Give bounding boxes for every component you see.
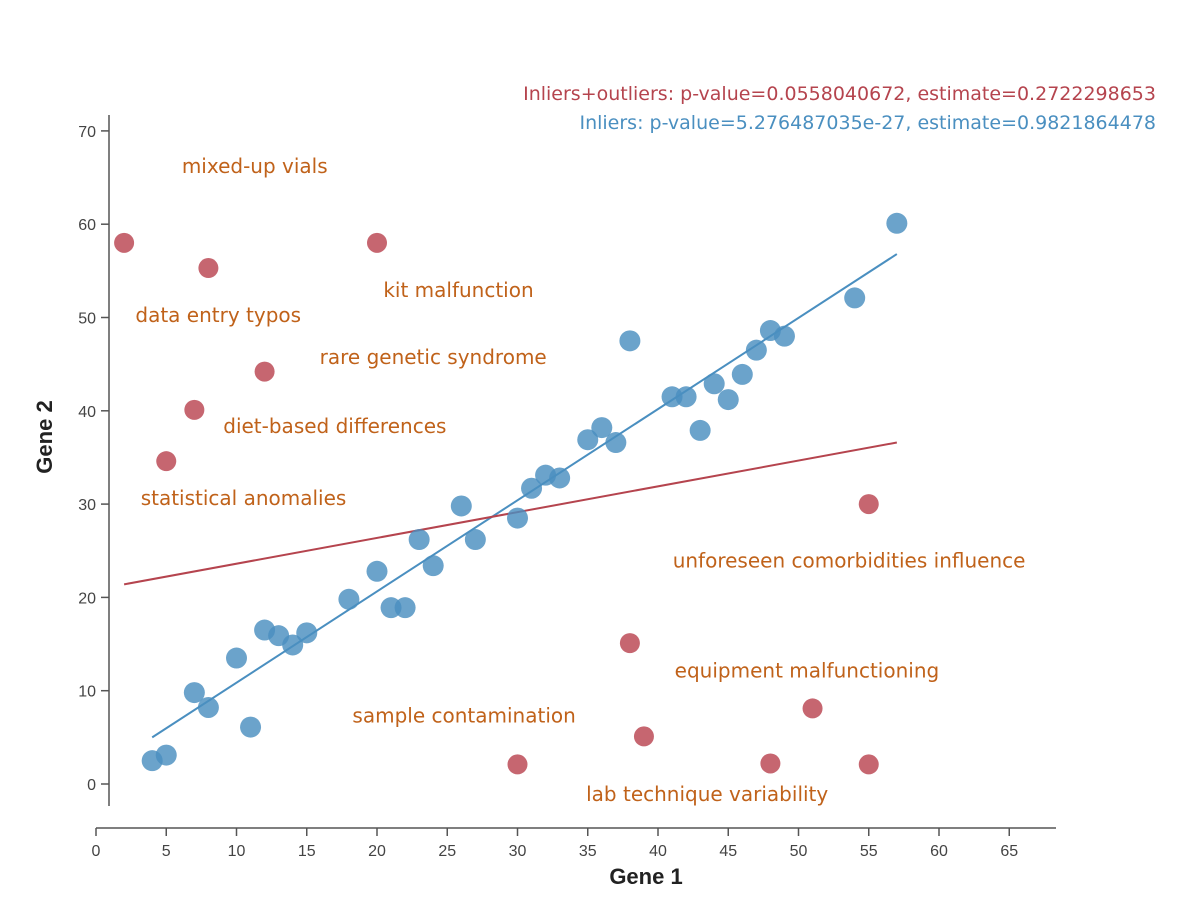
annotation-label: statistical anomalies (141, 486, 347, 510)
x-tick-label: 25 (438, 843, 456, 860)
inlier-point (226, 647, 247, 669)
annotation-label: unforeseen comorbidities influence (673, 549, 1026, 573)
inlier-point (197, 696, 219, 718)
inlier-point (450, 495, 472, 517)
x-tick-label: 65 (1000, 843, 1018, 860)
outlier-point (633, 726, 654, 747)
x-tick-label: 0 (92, 843, 101, 860)
inlier-point (577, 429, 599, 451)
inlier-point (689, 419, 711, 441)
inlier-point (717, 389, 739, 411)
inlier-point (703, 373, 725, 395)
outlier-point (619, 633, 640, 654)
x-tick-label: 50 (790, 843, 808, 860)
stats-inliers: Inliers: p-value=5.276487035e-27, estima… (579, 112, 1156, 134)
inlier-point (464, 529, 486, 551)
inlier-point (773, 325, 795, 347)
x-tick-label: 40 (649, 843, 667, 860)
outlier-point (184, 399, 205, 420)
annotations: mixed-up vials kit malfunction data entry … (135, 154, 1025, 806)
inlier-point (282, 634, 304, 656)
inlier-point (745, 339, 767, 361)
x-tick-label: 15 (298, 843, 316, 860)
y-tick-label: 60 (78, 217, 96, 234)
y-tick-label: 70 (78, 124, 96, 141)
x-tick-label: 30 (509, 843, 527, 860)
inlier-point (422, 555, 444, 577)
inlier-point (549, 467, 571, 489)
inlier-point (155, 744, 177, 766)
inlier-point (521, 477, 543, 499)
y-tick-label: 30 (78, 497, 96, 514)
inlier-point (591, 417, 613, 439)
inlier-point (338, 588, 360, 610)
outlier-point (802, 698, 823, 719)
y-tick-label: 20 (78, 590, 96, 607)
inlier-point (731, 363, 753, 385)
y-tick-label: 0 (87, 777, 96, 794)
inlier-point (675, 386, 697, 408)
inlier-point (240, 716, 262, 738)
x-tick-label: 45 (719, 843, 737, 860)
outlier-point (760, 753, 781, 774)
outlier-point (114, 232, 135, 253)
annotation-label: kit malfunction (383, 278, 533, 302)
y-tick-label: 40 (78, 404, 96, 421)
inlier-point (296, 622, 318, 644)
y-axis-title: Gene 2 (32, 400, 57, 473)
axes: 0 5 10 15 20 25 30 35 40 45 50 55 60 65 0 10 20 30 40 50 60 7… (78, 115, 1056, 860)
x-tick-label: 20 (368, 843, 386, 860)
inlier-point (394, 597, 416, 619)
outlier-point (507, 754, 528, 775)
inlier-point (366, 560, 388, 582)
x-tick-label: 55 (860, 843, 878, 860)
x-tick-label: 60 (930, 843, 948, 860)
x-tick-label: 35 (579, 843, 597, 860)
data-points (114, 212, 908, 775)
annotation-label: data entry typos (135, 303, 301, 327)
outlier-point (858, 754, 879, 775)
inlier-point (619, 330, 641, 352)
outlier-point (367, 232, 387, 253)
inlier-point (183, 682, 205, 704)
inlier-point (408, 529, 430, 551)
inlier-point (886, 212, 908, 234)
inlier-point (844, 287, 866, 309)
inlier-point (605, 432, 627, 454)
annotation-label: rare genetic syndrome (320, 345, 547, 369)
x-axis-title: Gene 1 (609, 864, 682, 889)
stats-inliers-outliers: Inliers+outliers: p-value=0.0558040672, … (523, 83, 1156, 105)
annotation-label: equipment malfunctioning (675, 659, 940, 683)
outlier-point (254, 361, 275, 382)
annotation-label: sample contamination (352, 703, 575, 727)
annotation-label: mixed-up vials (182, 154, 328, 178)
y-tick-label: 50 (78, 311, 96, 328)
x-tick-label: 5 (162, 843, 171, 860)
outlier-point (156, 451, 177, 472)
annotation-label: diet-based differences (223, 414, 446, 438)
x-tick-label: 10 (228, 843, 246, 860)
inlier-point (507, 507, 528, 529)
outlier-point (198, 258, 219, 279)
outlier-point (858, 494, 879, 515)
annotation-label: lab technique variability (586, 782, 828, 806)
y-tick-label: 10 (78, 684, 96, 701)
